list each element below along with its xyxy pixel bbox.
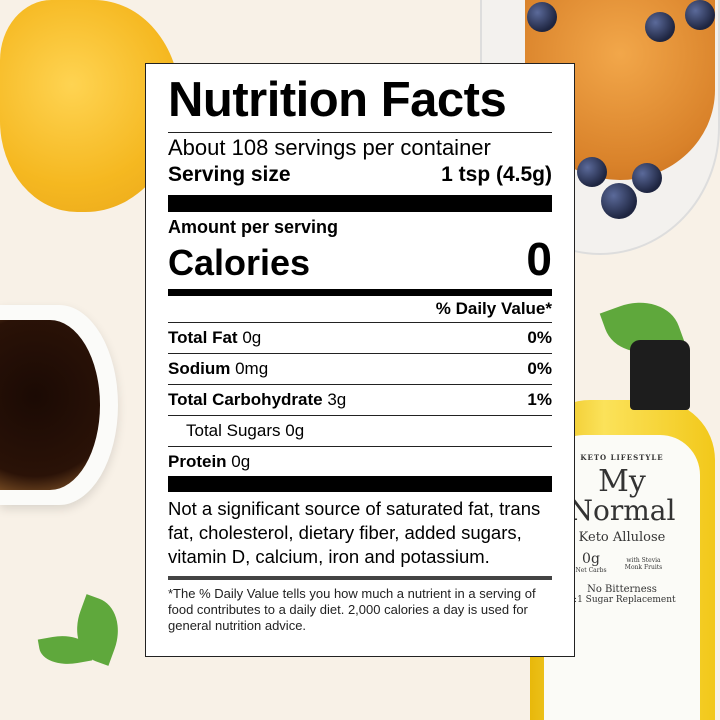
calories-value: 0	[526, 233, 552, 285]
nutrition-title: Nutrition Facts	[168, 73, 507, 127]
nutrient-name: Total Fat	[168, 328, 238, 347]
serving-size-row: Serving size 1 tsp (4.5g)	[168, 162, 552, 188]
blueberry-image	[632, 163, 662, 193]
nutrient-name: Protein	[168, 452, 227, 471]
bottle-sweetener: with Stevia Monk Fruits	[624, 557, 663, 571]
serving-size-label: Serving size	[168, 163, 291, 186]
blueberry-image	[601, 183, 637, 219]
nutrient-row: Total Carbohydrate 3g 1%	[168, 384, 552, 415]
serving-size-value: 1 tsp (4.5g)	[441, 163, 552, 186]
bottle-carbs-value: 0g	[582, 551, 600, 567]
bottle-claim: 1:1 Sugar Replacement	[568, 595, 676, 605]
blueberry-image	[527, 2, 557, 32]
calories-row: Calories 0	[168, 233, 552, 285]
coffee-image	[0, 320, 100, 490]
nutrient-amount: 0g	[231, 452, 251, 471]
daily-value-footnote: *The % Daily Value tells you how much a …	[168, 586, 536, 633]
nutrient-row: Sodium 0mg 0%	[168, 353, 552, 384]
bottle-tagline: KETO LIFESTYLE	[580, 453, 664, 462]
nutrient-row: Protein 0g	[168, 446, 552, 477]
nutrient-daily-value: 0%	[527, 359, 552, 378]
bottle-brand: Normal	[568, 494, 676, 527]
bottle-cap	[630, 340, 690, 410]
nutrient-note: Not a significant source of saturated fa…	[168, 498, 541, 567]
bottle-brand: My	[598, 464, 646, 499]
nutrient-row: Total Sugars 0g	[168, 415, 552, 446]
bottle-product-name: Keto Allulose	[578, 530, 666, 545]
calories-label: Calories	[168, 242, 311, 283]
nutrient-amount: 3g	[327, 390, 347, 409]
nutrient-name: Sodium	[168, 359, 231, 378]
blueberry-image	[685, 0, 715, 30]
nutrient-amount: 0mg	[235, 359, 269, 378]
servings-per-container: About 108 servings per container	[168, 135, 491, 160]
daily-value-header: % Daily Value*	[435, 299, 552, 318]
nutrition-facts-label: Nutrition Facts About 108 servings per c…	[145, 63, 575, 657]
nutrient-daily-value: 1%	[527, 390, 552, 409]
nutrient-name: Total Sugars	[186, 421, 281, 440]
nutrient-amount: 0g	[242, 328, 262, 347]
bottle-carbs-label: Net Carbs	[575, 567, 607, 574]
blueberry-image	[577, 157, 607, 187]
nutrient-daily-value: 0%	[527, 328, 552, 347]
nutrient-amount: 0g	[285, 421, 305, 440]
blueberry-image	[645, 12, 675, 42]
nutrient-name: Total Carbohydrate	[168, 390, 323, 409]
bottle-claim: No Bitterness	[587, 584, 657, 595]
nutrient-row: Total Fat 0g 0%	[168, 322, 552, 353]
amount-per-serving: Amount per serving	[168, 217, 339, 237]
